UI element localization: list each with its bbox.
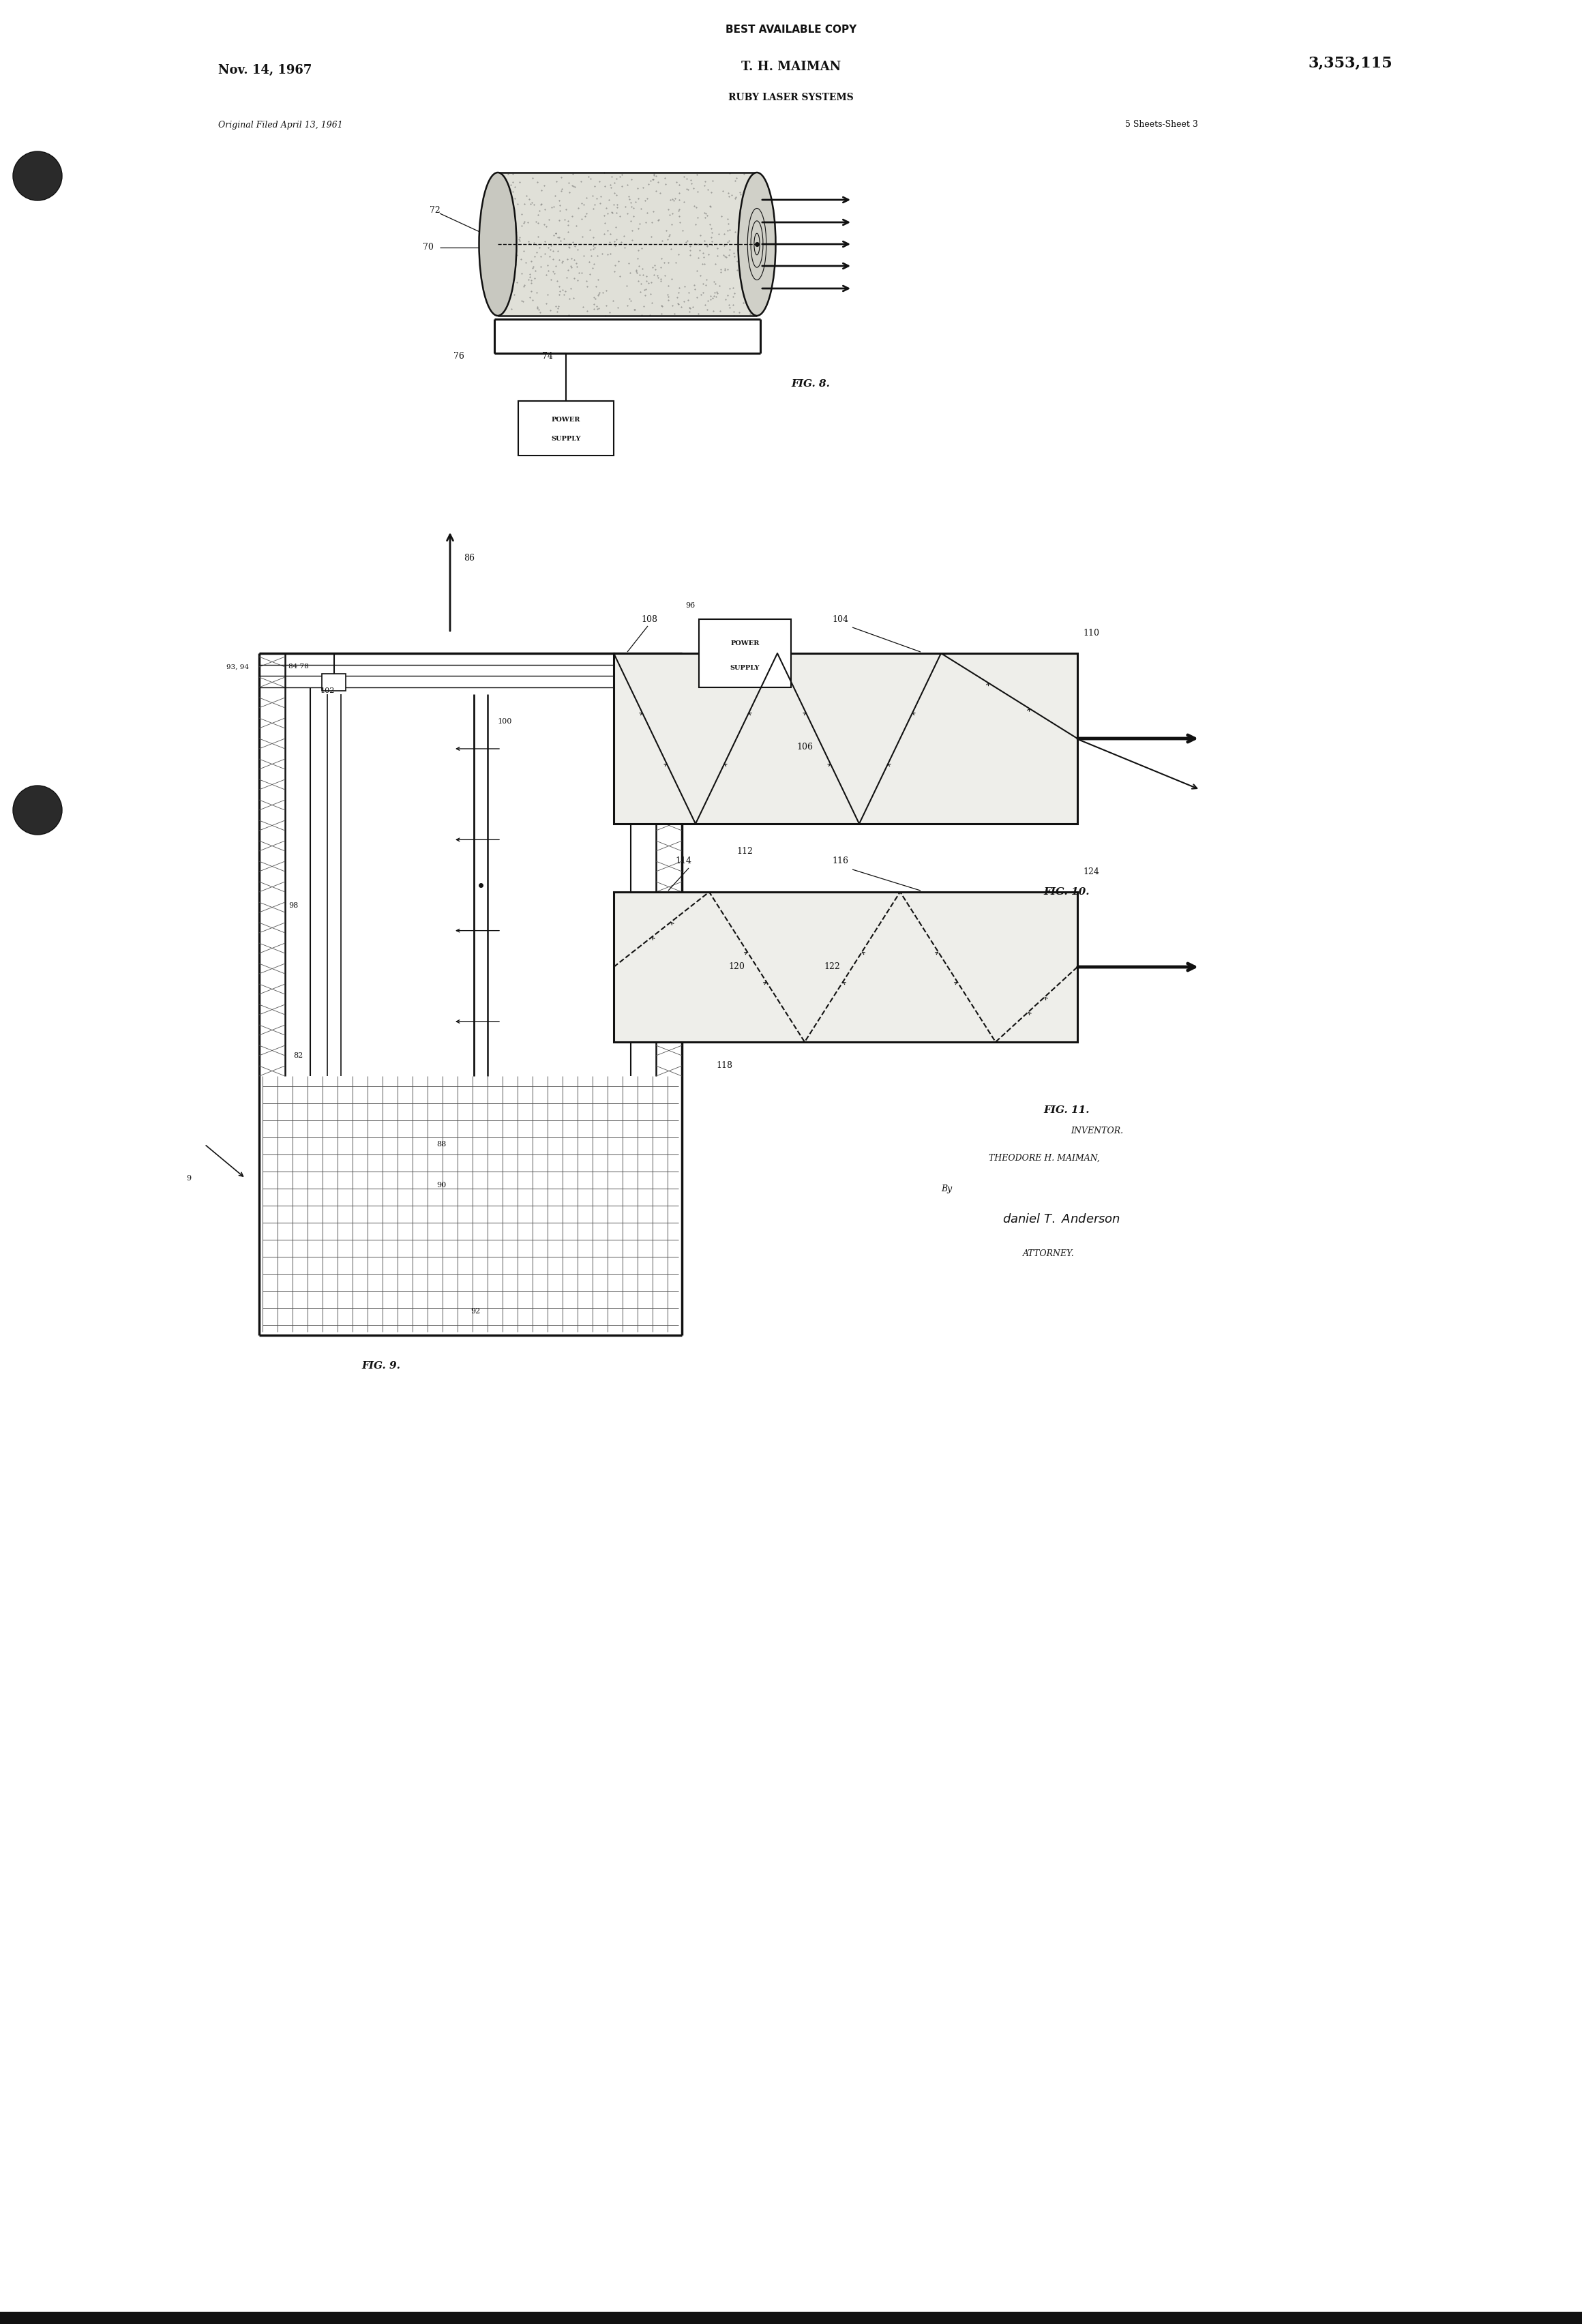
Text: 110: 110 bbox=[1082, 627, 1099, 637]
Text: INVENTOR.: INVENTOR. bbox=[1071, 1127, 1123, 1134]
Text: 100: 100 bbox=[498, 718, 513, 725]
Text: Nov. 14, 1967: Nov. 14, 1967 bbox=[218, 65, 312, 77]
Ellipse shape bbox=[739, 172, 775, 316]
Text: 106: 106 bbox=[796, 744, 813, 751]
Text: THEODORE H. MAIMAN,: THEODORE H. MAIMAN, bbox=[989, 1153, 1099, 1162]
Text: RUBY LASER SYSTEMS: RUBY LASER SYSTEMS bbox=[728, 93, 854, 102]
Text: 124: 124 bbox=[1082, 867, 1099, 876]
Text: 98: 98 bbox=[288, 902, 297, 909]
Ellipse shape bbox=[13, 786, 62, 834]
Bar bbox=[0, 2312, 1582, 2324]
Text: 116: 116 bbox=[832, 858, 848, 867]
Text: 96: 96 bbox=[687, 602, 696, 609]
Text: FIG. 9.: FIG. 9. bbox=[361, 1362, 400, 1371]
Ellipse shape bbox=[13, 151, 62, 200]
Text: 70: 70 bbox=[422, 244, 433, 251]
Ellipse shape bbox=[479, 172, 517, 316]
Text: 122: 122 bbox=[824, 962, 840, 971]
Text: 112: 112 bbox=[737, 846, 753, 855]
Text: 76: 76 bbox=[454, 353, 464, 360]
Text: SUPPLY: SUPPLY bbox=[551, 435, 581, 442]
Text: 102: 102 bbox=[321, 688, 335, 695]
Text: 108: 108 bbox=[641, 616, 658, 623]
Text: POWER: POWER bbox=[552, 416, 581, 423]
Text: 3,353,115: 3,353,115 bbox=[1308, 56, 1392, 72]
Bar bbox=[699, 618, 791, 688]
Text: 118: 118 bbox=[717, 1062, 732, 1071]
Text: 90: 90 bbox=[437, 1183, 446, 1188]
Text: 74: 74 bbox=[543, 353, 554, 360]
Polygon shape bbox=[498, 172, 756, 316]
Text: FIG. 8.: FIG. 8. bbox=[791, 379, 831, 388]
Bar bbox=[614, 892, 1077, 1041]
Text: 120: 120 bbox=[728, 962, 745, 971]
Text: $\mathit{daniel\ T.\ Anderson}$: $\mathit{daniel\ T.\ Anderson}$ bbox=[1003, 1213, 1120, 1225]
Text: 88: 88 bbox=[437, 1141, 446, 1148]
Text: T. H. MAIMAN: T. H. MAIMAN bbox=[740, 60, 842, 72]
Text: 9: 9 bbox=[187, 1176, 191, 1183]
Text: POWER: POWER bbox=[731, 639, 759, 646]
Text: FIG. 10.: FIG. 10. bbox=[1043, 888, 1090, 897]
Text: ATTORNEY.: ATTORNEY. bbox=[1024, 1248, 1074, 1257]
Bar bbox=[323, 674, 346, 690]
Text: 72: 72 bbox=[430, 205, 440, 214]
Text: 84 78: 84 78 bbox=[288, 665, 308, 669]
Text: 92: 92 bbox=[470, 1308, 481, 1315]
Text: FIG. 11.: FIG. 11. bbox=[1043, 1106, 1090, 1116]
Bar bbox=[519, 402, 614, 456]
Text: 114: 114 bbox=[676, 858, 691, 867]
Text: 104: 104 bbox=[832, 616, 848, 623]
Text: By: By bbox=[941, 1185, 952, 1192]
Bar bbox=[614, 653, 1077, 823]
Text: 93, 94: 93, 94 bbox=[226, 665, 248, 669]
Text: SUPPLY: SUPPLY bbox=[731, 665, 759, 672]
Text: 82: 82 bbox=[293, 1053, 302, 1060]
Text: Original Filed April 13, 1961: Original Filed April 13, 1961 bbox=[218, 121, 343, 130]
Text: 86: 86 bbox=[464, 553, 475, 562]
Text: BEST AVAILABLE COPY: BEST AVAILABLE COPY bbox=[726, 23, 856, 35]
Text: 5 Sheets-Sheet 3: 5 Sheets-Sheet 3 bbox=[1125, 121, 1198, 130]
